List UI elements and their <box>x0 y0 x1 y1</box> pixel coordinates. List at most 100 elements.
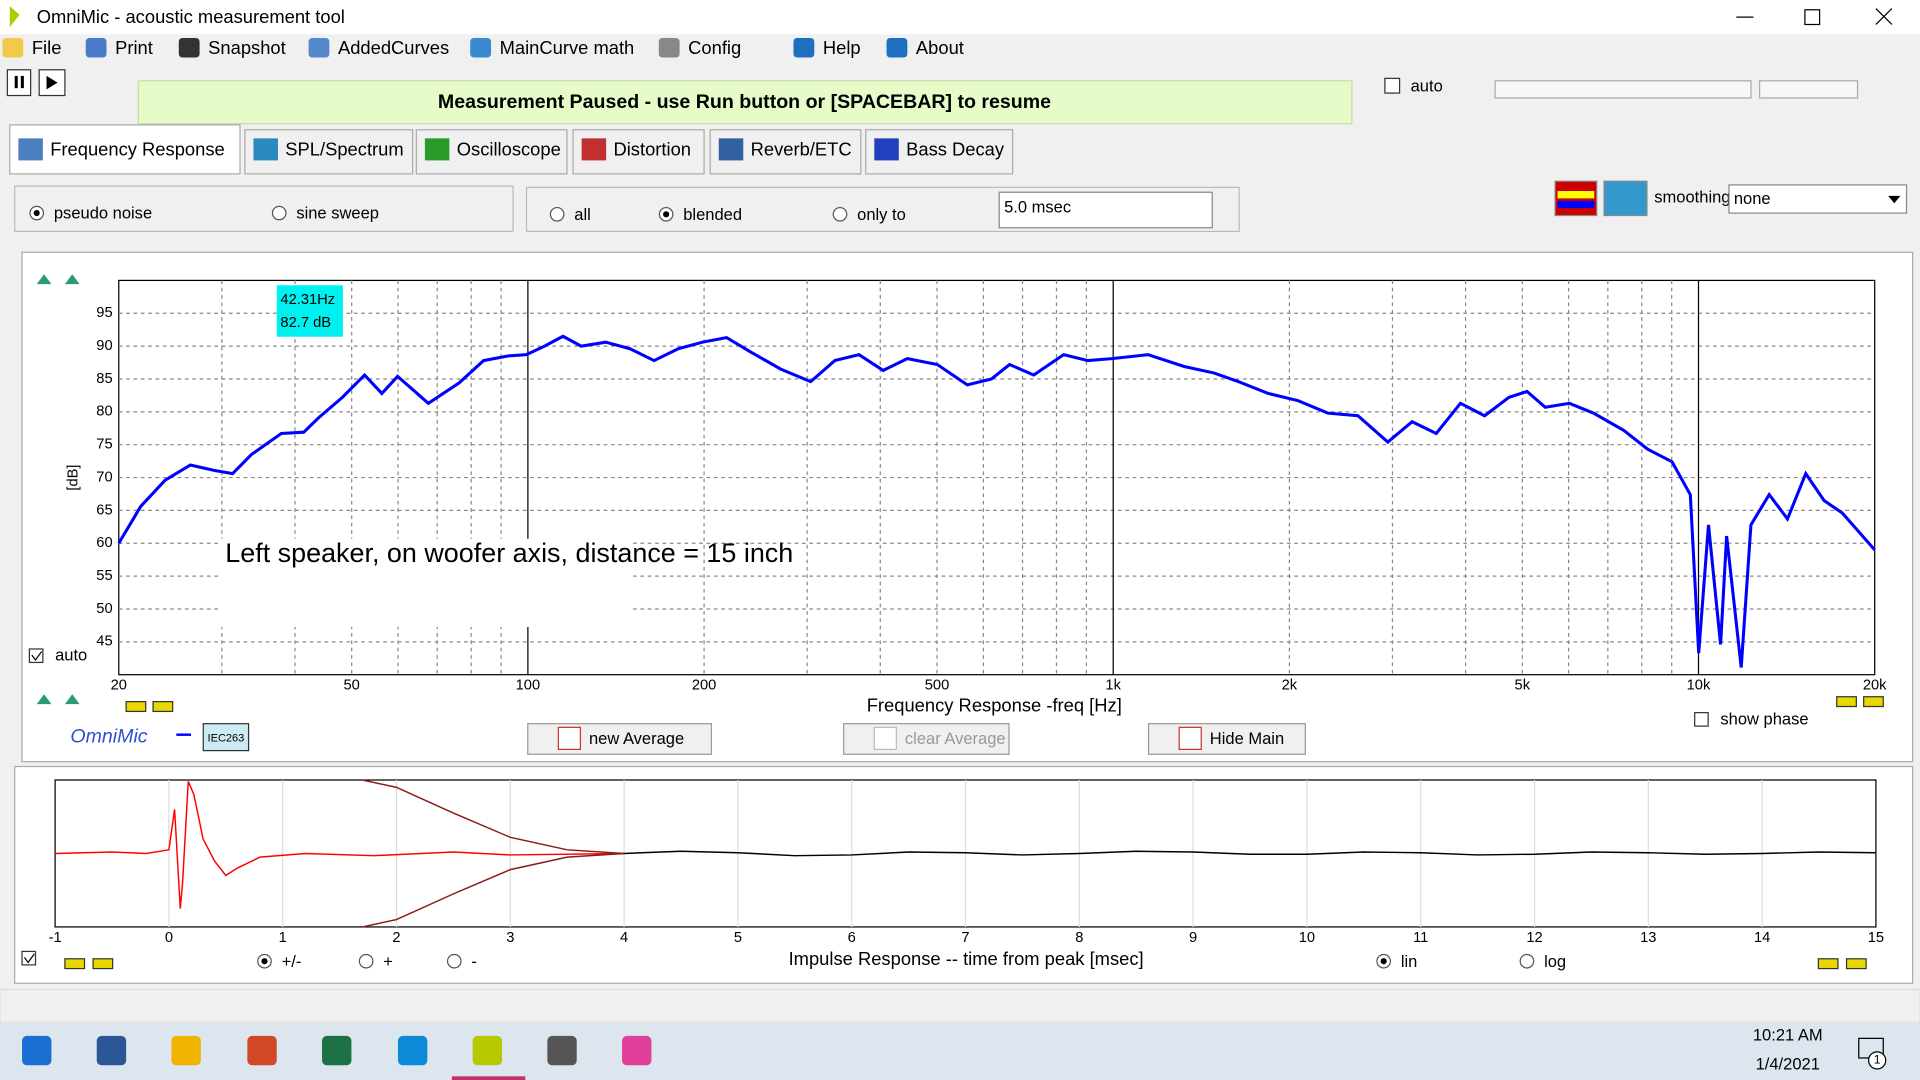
taskbar-icon[interactable] <box>472 1035 503 1066</box>
radio-label: +/- <box>282 952 302 971</box>
x-tick-label: 5 <box>734 930 742 946</box>
tab-label: Reverb/ETC <box>751 138 852 159</box>
y-tick-label: 95 <box>96 305 112 321</box>
taskbar <box>0 1022 1920 1080</box>
menu-item[interactable]: AddedCurves <box>338 37 449 58</box>
x-tick-label: 1k <box>1105 678 1121 694</box>
tab-icon <box>718 138 744 161</box>
radio[interactable] <box>549 206 565 222</box>
radio-label: sine sweep <box>296 204 379 223</box>
y-tick-label: 75 <box>96 437 112 453</box>
taskbar-icon[interactable] <box>96 1035 127 1066</box>
tab-label: SPL/Spectrum <box>285 138 403 159</box>
x-tick-label: 20k <box>1863 678 1887 694</box>
slider-track[interactable] <box>1494 80 1752 99</box>
pause-button[interactable] <box>6 69 32 97</box>
y-tick-label: 70 <box>96 469 112 485</box>
title-bar <box>0 0 1920 35</box>
tab-label: Oscilloscope <box>457 138 561 159</box>
button[interactable] <box>843 723 1010 755</box>
radio[interactable] <box>446 953 462 969</box>
x-tick-label: 200 <box>692 678 717 694</box>
checkbox[interactable] <box>1694 712 1709 727</box>
slider-track[interactable] <box>1758 80 1859 99</box>
y-tick-label: 45 <box>96 634 112 650</box>
tab-label: Frequency Response <box>50 138 225 159</box>
menu-item[interactable]: MainCurve math <box>500 37 635 58</box>
menu-icon <box>793 37 815 58</box>
pan-arrow[interactable] <box>125 701 147 713</box>
text-field[interactable] <box>998 191 1213 229</box>
radio[interactable] <box>271 205 287 221</box>
taskbar-icon[interactable] <box>397 1035 428 1066</box>
x-tick-label: 5k <box>1515 678 1531 694</box>
annotation: Left speaker, on woofer axis, distance =… <box>225 538 793 568</box>
frequency-chart: 20 50 100 200 500 1k 2k 5k 10k 20k 45 50 55 60 65 70 75 8… <box>28 274 1887 755</box>
axis-arrow[interactable] <box>64 274 80 285</box>
tab[interactable] <box>709 129 862 175</box>
x-tick-label: 11 <box>1413 930 1428 946</box>
axis-arrow[interactable] <box>36 274 52 285</box>
pan-arrow[interactable] <box>1863 696 1884 708</box>
x-tick-label: 1 <box>279 930 287 946</box>
curve <box>55 781 625 909</box>
pan-arrow[interactable] <box>92 958 114 970</box>
menu-item[interactable]: Print <box>115 37 153 58</box>
taskbar-icons <box>22 1035 652 1080</box>
pan-arrow[interactable] <box>64 958 86 970</box>
x-tick-label: 6 <box>848 930 856 946</box>
menu-item[interactable]: Snapshot <box>208 37 286 58</box>
taskbar-icon[interactable] <box>171 1035 201 1066</box>
restore[interactable] <box>1804 9 1821 26</box>
menu-icon <box>85 37 107 58</box>
tab[interactable] <box>9 124 241 175</box>
checkbox[interactable] <box>1384 77 1401 94</box>
menu-item[interactable]: About <box>916 37 964 58</box>
pan-arrow[interactable] <box>1845 958 1867 970</box>
menu-item[interactable]: Help <box>823 37 861 58</box>
pan-arrow[interactable] <box>152 701 174 713</box>
pause-icon <box>20 75 24 89</box>
close[interactable] <box>1875 8 1893 25</box>
cursor-level: 82.7 dB <box>280 315 331 331</box>
x-tick-label: 13 <box>1640 930 1656 946</box>
axis-arrow[interactable] <box>36 694 52 705</box>
auto-label: auto <box>1411 76 1443 95</box>
taskbar-icon[interactable] <box>22 1035 52 1066</box>
radio-label: - <box>471 952 477 971</box>
smoothing-select[interactable] <box>1728 184 1908 214</box>
x-tick-label: 7 <box>961 930 969 946</box>
menu-icon <box>470 37 492 58</box>
button[interactable] <box>1147 723 1306 755</box>
radio[interactable] <box>832 206 848 222</box>
taskbar-icon[interactable] <box>547 1035 577 1066</box>
pan-arrow[interactable] <box>1836 696 1857 708</box>
menu-item[interactable]: File <box>32 37 62 58</box>
axis-arrow[interactable] <box>64 694 80 705</box>
tab-label: Bass Decay <box>906 138 1005 159</box>
menu-icon <box>2 37 24 58</box>
taskbar-icon[interactable] <box>622 1035 652 1066</box>
button-label: Hide Main <box>1210 729 1284 748</box>
style-button[interactable] <box>1603 180 1648 217</box>
cursor-freq: 42.31Hz <box>280 292 335 308</box>
checkbox[interactable] <box>28 648 44 664</box>
status-bar <box>137 80 1353 125</box>
checkbox[interactable] <box>21 950 37 966</box>
y-tick-label: 65 <box>96 502 112 518</box>
taskbar-icon[interactable] <box>247 1035 277 1066</box>
tab-icon <box>874 138 899 161</box>
radio-dot <box>663 211 670 218</box>
pan-arrow[interactable] <box>1817 958 1839 970</box>
status-strip <box>0 988 1920 1024</box>
radio-dot <box>1380 958 1387 965</box>
active-indicator <box>451 1076 526 1080</box>
icon-stripe <box>1557 191 1595 199</box>
radio-groups: pseudo noise sine sweep all blended only to <box>29 204 906 224</box>
menu-item[interactable]: Config <box>688 37 741 58</box>
radio[interactable] <box>1519 953 1535 969</box>
radio[interactable] <box>358 953 374 969</box>
y-tick-label: 55 <box>96 568 112 584</box>
taskbar-icon[interactable] <box>322 1035 352 1066</box>
